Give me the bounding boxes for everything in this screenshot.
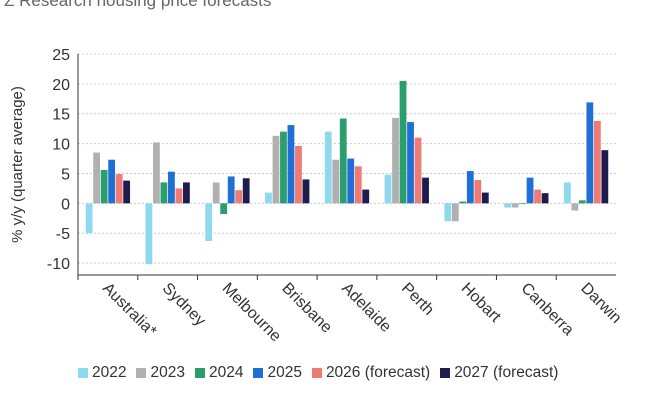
bar <box>227 176 235 204</box>
y-tick-label: 5 <box>61 166 70 183</box>
bar <box>93 152 101 204</box>
bar <box>153 142 160 204</box>
bar <box>526 177 534 204</box>
legend-label: 2024 <box>208 364 244 381</box>
bar <box>332 159 340 204</box>
bar <box>175 188 183 204</box>
y-tick-label: 10 <box>52 137 70 154</box>
bar <box>108 159 116 204</box>
bar <box>601 150 609 204</box>
bar <box>115 174 123 204</box>
legend-label: 2027 (forecast) <box>454 364 559 381</box>
bar <box>220 203 228 215</box>
bar <box>444 203 452 222</box>
bar <box>384 174 392 204</box>
bar <box>354 166 362 204</box>
legend-label: 2023 <box>150 364 185 381</box>
y-tick-label: 15 <box>52 107 70 124</box>
legend-swatch <box>194 368 205 378</box>
x-tick-label: Brisbane <box>278 280 335 337</box>
legend-item: 2024 <box>194 364 244 382</box>
bar <box>586 102 594 204</box>
bar <box>347 158 355 204</box>
bar <box>451 203 459 222</box>
bar <box>593 120 601 204</box>
bar <box>242 178 250 204</box>
bar <box>541 193 549 204</box>
bar <box>339 118 347 204</box>
bar <box>466 171 474 204</box>
bar <box>407 122 414 204</box>
bar <box>414 137 422 204</box>
x-tick-label: Darwin <box>577 280 624 327</box>
bar <box>504 203 511 208</box>
legend-label: 2026 (forecast) <box>325 364 431 381</box>
bar <box>265 192 272 204</box>
bar <box>563 182 571 204</box>
legend-label: 2022 <box>92 364 127 381</box>
y-tick-label: -5 <box>56 226 70 243</box>
bar <box>123 180 131 204</box>
bar <box>362 189 370 204</box>
legend-item: 2025 <box>253 364 302 382</box>
bar <box>481 192 489 204</box>
y-tick-label: 0 <box>61 196 70 213</box>
bar <box>235 190 243 204</box>
x-tick-label: Sydney <box>159 280 209 330</box>
bar <box>399 80 407 204</box>
legend-item: 2027 (forecast) <box>440 364 558 382</box>
x-tick-label: Australia* <box>99 280 159 340</box>
bar <box>100 169 108 204</box>
bar <box>302 179 310 204</box>
bar <box>85 203 93 234</box>
bar <box>212 182 220 204</box>
bar <box>578 200 586 204</box>
bar <box>392 117 399 204</box>
bar <box>145 203 153 265</box>
bar <box>324 131 332 204</box>
bar <box>160 182 168 204</box>
bar <box>272 135 280 204</box>
legend: 2022 2023 2024 2025 2026 (forecast) 2027 (for… <box>78 364 558 382</box>
bar <box>534 189 541 204</box>
bar <box>295 145 302 204</box>
y-tick-label: 20 <box>52 77 70 94</box>
legend-item: 2023 <box>136 364 185 382</box>
bar <box>519 203 526 205</box>
x-tick-label: Perth <box>398 280 437 319</box>
x-tick-label: Melbourne <box>219 280 285 346</box>
chart-title: Z Research housing price forecasts <box>4 0 272 10</box>
bar <box>422 177 429 204</box>
legend-swatch <box>311 368 322 378</box>
x-tick-label: Adelaide <box>338 280 394 336</box>
bar <box>168 171 175 204</box>
x-tick-label: Hobart <box>458 280 504 326</box>
x-tick-label: Canberra <box>518 280 577 339</box>
legend-item: 2026 (forecast) <box>311 364 431 382</box>
legend-label: 2025 <box>267 364 302 381</box>
bar <box>571 203 579 211</box>
y-tick-label: 25 <box>52 47 70 64</box>
bar <box>511 203 519 208</box>
legend-swatch <box>78 368 88 378</box>
bar <box>280 131 287 204</box>
legend-swatch <box>136 368 147 378</box>
legend-item: 2022 <box>78 364 126 382</box>
legend-swatch <box>440 368 451 378</box>
bar <box>474 180 482 204</box>
bar <box>287 125 295 204</box>
legend-swatch <box>253 368 264 378</box>
y-tick-label: -10 <box>47 256 70 273</box>
bar <box>183 182 190 204</box>
bar <box>459 201 467 204</box>
bar <box>205 203 213 241</box>
y-axis-label: % y/y (quarter average) <box>9 86 26 243</box>
